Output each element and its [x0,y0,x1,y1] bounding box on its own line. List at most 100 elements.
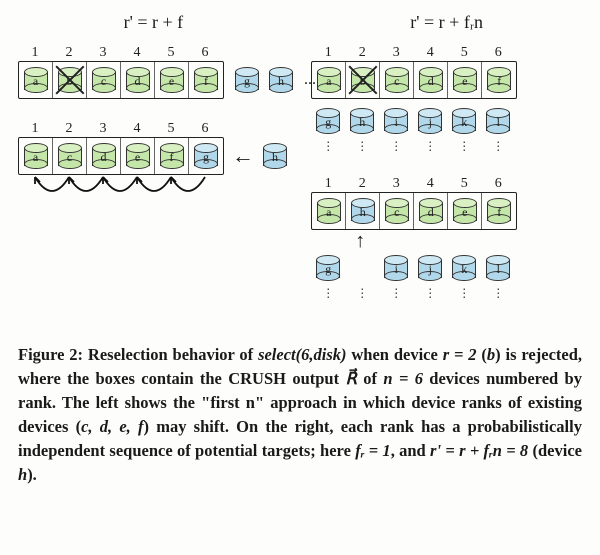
arrow-left-icon: ← [232,143,254,169]
disk-icon: e [126,143,150,169]
panel-right-title: r' = r + fᵣn [311,12,582,33]
candidate-cell: k [447,250,481,286]
disk-icon: g [316,108,340,134]
rank-number: 3 [86,121,120,137]
panel-left: r' = r + f 123456abcdefgh... 123456acdef… [18,12,289,323]
candidate-cell: j [413,250,447,286]
disk-icon: c [58,143,82,169]
disk-icon: l [486,255,510,281]
candidate-cell [345,250,379,286]
disk-icon: d [126,67,150,93]
disk-icon: c [92,67,116,93]
cap-p2: when device [347,345,443,364]
box-cell: e [448,62,482,98]
disk-label: e [160,74,184,89]
box-cell: d [121,62,155,98]
vdots-row: ⋮⋮⋮⋮⋮⋮ [311,286,582,301]
box-cell: a [312,62,346,98]
candidate-cell: g [311,250,345,286]
box-cell: f [482,193,516,229]
box-cell: f [155,138,189,174]
cap-p5: of [357,369,383,388]
disk-icon: b [58,67,82,93]
box-cell: d [414,193,448,229]
disk-label: a [317,205,341,220]
rank-numbers: 123456 [311,45,582,61]
candidate-cell: g [311,103,345,139]
vdots-icon: ⋮ [379,286,413,301]
box-cell: d [414,62,448,98]
rank-number: 5 [154,45,188,61]
rank-number: 5 [447,45,481,61]
disk-label: c [385,205,409,220]
cap-p1: Reselection behavior of [83,345,258,364]
box-cell: b [53,62,87,98]
vdots-icon: ⋮ [311,286,345,301]
cap-rprime: r' = r + fᵣn = 8 [430,441,528,460]
rank-number: 4 [120,45,154,61]
vdots-icon: ⋮ [345,286,379,301]
rank-numbers: 123456 [18,45,289,61]
rank-number: 3 [379,176,413,192]
vdots-icon: ⋮ [447,139,481,154]
disk-icon: h [263,143,287,169]
vdots-icon: ⋮ [413,286,447,301]
vdots-icon: ⋮ [481,139,515,154]
candidate-cell: h [345,103,379,139]
disk-label: d [419,205,443,220]
disk-label: c [58,150,82,165]
disk-label: d [419,74,443,89]
box-cell: e [155,62,189,98]
disk-icon: l [486,108,510,134]
rank-number: 1 [18,121,52,137]
rank-number: 5 [447,176,481,192]
box-cell: c [87,62,121,98]
figure-area: r' = r + f 123456abcdefgh... 123456acdef… [18,12,582,487]
rank-numbers: 123456 [311,176,582,192]
figure-caption: Figure 2: Reselection behavior of select… [18,343,582,487]
box-cell: c [53,138,87,174]
candidate-cell: j [413,103,447,139]
candidate-cell: h [258,138,292,174]
box-cell: f [482,62,516,98]
disk-icon: f [487,198,511,224]
crush-output-box: abcdef [18,61,224,99]
disk-label: a [24,150,48,165]
box-cell: a [19,62,53,98]
cap-R: R⃗ [345,369,356,388]
disk-label: h [351,205,375,220]
rank-number: 1 [18,45,52,61]
disk-label: h [263,150,287,165]
cap-select: select(6,disk) [258,345,346,364]
cross-out-icon [349,65,377,95]
candidate-cell: i [379,103,413,139]
box-cell: b [346,62,380,98]
rank-number: 2 [52,121,86,137]
disk-icon: a [24,143,48,169]
disk-label: d [126,74,150,89]
disk-label: g [316,115,340,130]
rank-number: 1 [311,176,345,192]
candidate-cell: i [379,250,413,286]
disk-label: e [453,205,477,220]
disk-label: f [194,74,218,89]
cap-p9: (device [528,441,582,460]
vdots-icon: ⋮ [413,139,447,154]
cap-p3: ( [477,345,487,364]
disk-label: c [385,74,409,89]
disk-label: f [487,205,511,220]
vdots-row: ⋮⋮⋮⋮⋮⋮ [311,139,582,154]
disk-label: g [194,150,218,165]
disk-icon: d [419,198,443,224]
crush-output-box: acdefg [18,137,224,175]
vdots-icon: ⋮ [481,286,515,301]
candidate-row: h [258,138,292,174]
disk-icon: k [452,108,476,134]
rank-number: 4 [413,45,447,61]
disk-icon: a [317,67,341,93]
disk-label: k [452,115,476,130]
disk-label: l [486,262,510,277]
disk-label: i [384,115,408,130]
disk-icon: f [194,67,218,93]
disk-icon: c [385,67,409,93]
